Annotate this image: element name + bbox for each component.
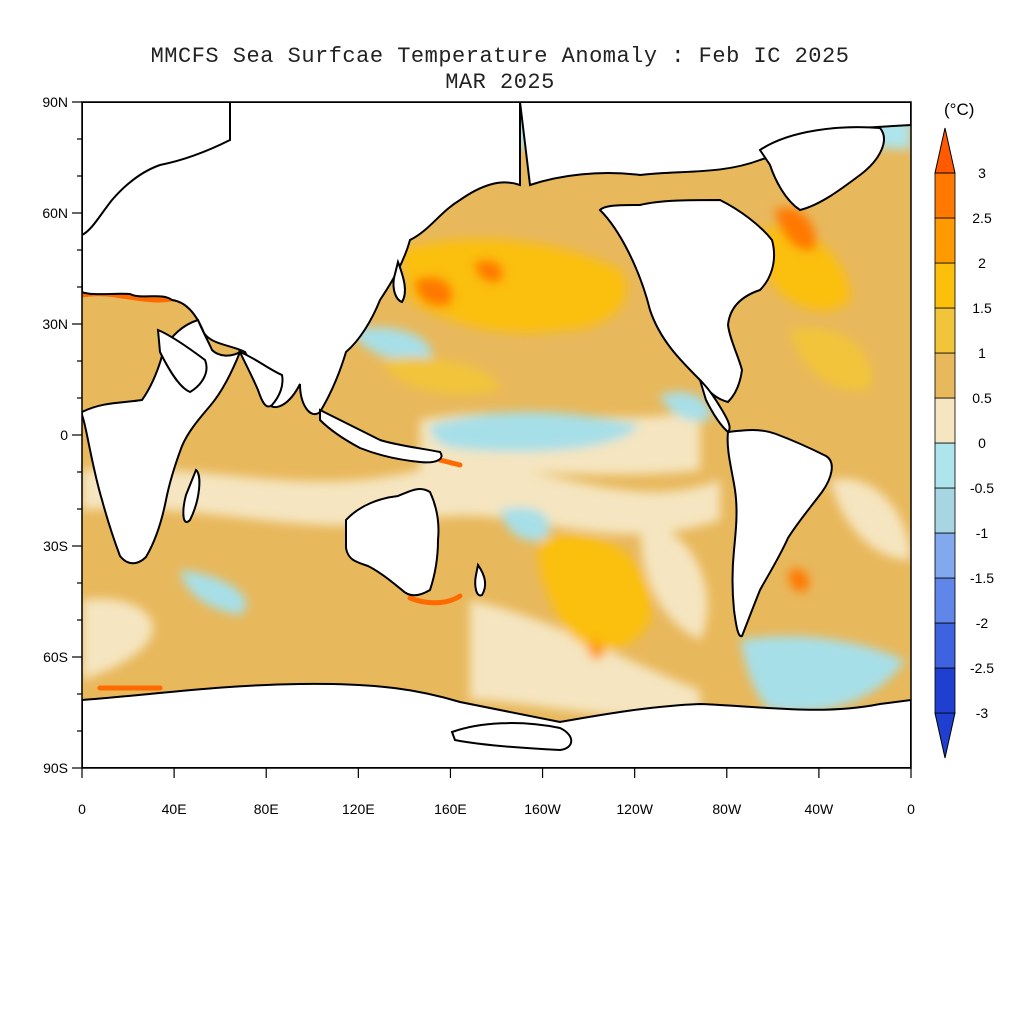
anomaly-patch-warm [790, 328, 872, 391]
europe-scandinavia [82, 102, 231, 237]
colorbar-label: -1 [976, 525, 989, 541]
colorbar-label: 0 [978, 435, 986, 451]
lat-tick-label: 0 [60, 427, 68, 443]
lon-tick-label: 0 [907, 801, 915, 817]
landmass-layer [82, 102, 911, 768]
south-america-landmass [726, 429, 833, 638]
japan [392, 258, 406, 304]
colorbar-label: 3 [978, 165, 986, 181]
colorbar-swatch [934, 262, 956, 309]
colorbar-label: -2 [976, 615, 989, 631]
map-title: MMCFS Sea Surfcae Temperature Anomaly : … [150, 44, 850, 69]
colorbar-label: 1 [978, 345, 986, 361]
lat-tick-label: 30N [42, 316, 68, 332]
anomaly-patch-warm [760, 228, 850, 311]
southeast-asia-islands [319, 408, 443, 464]
colorbar-swatch [934, 577, 956, 624]
colorbar-label: -3 [976, 705, 989, 721]
ross-ice-shelf [450, 722, 573, 752]
lon-tick-label: 40E [162, 801, 187, 817]
lon-tick-label: 0 [78, 801, 86, 817]
colorbar-swatch [934, 352, 956, 399]
colorbar: -3 -2.5 -2 -1.5 -1 -0.5 0 0.5 1 1.5 2 2.5 3 [934, 127, 994, 759]
anomaly-patch-hot [775, 207, 816, 251]
anomaly-patch-warm [538, 534, 652, 650]
colorbar-swatch [934, 532, 956, 579]
anomaly-patch-hot [788, 569, 810, 592]
colorbar-label: 2.5 [972, 210, 992, 226]
colorbar-label: -2.5 [970, 660, 994, 676]
anomaly-patch-neutral [640, 520, 708, 640]
colorbar-label: -0.5 [970, 480, 994, 496]
lon-tick-label: 120E [342, 801, 375, 817]
australia-landmass [345, 488, 440, 597]
lon-axis-labels: 0 40E 80E 120E 160E 160W 120W 80W 40W 0 [78, 801, 915, 817]
lon-tick-label: 120W [616, 801, 653, 817]
colorbar-swatch [934, 442, 956, 489]
colorbar-swatch [934, 217, 956, 264]
anomaly-patch-cool [660, 391, 711, 422]
axis-ticks [72, 101, 912, 778]
lat-tick-label: 60N [42, 205, 68, 221]
lat-tick-label: 30S [43, 538, 68, 554]
central-america [699, 379, 731, 434]
map-subtitle: MAR 2025 [445, 70, 555, 95]
anomaly-patch-cool [180, 570, 247, 615]
new-zealand [474, 562, 487, 597]
colorbar-swatch [934, 307, 956, 354]
anomaly-patch-warm [380, 357, 500, 395]
anomaly-patch-cool [740, 636, 905, 713]
anomaly-patch-neutral [830, 478, 911, 560]
colorbar-label: 2 [978, 255, 986, 271]
anomaly-patch-cool [500, 507, 550, 541]
colorbar-swatch [934, 487, 956, 534]
lon-tick-label: 80E [254, 801, 279, 817]
coastal-warm-fringe [407, 593, 463, 606]
coastal-warm-fringe [437, 457, 463, 468]
colorbar-label: 0.5 [972, 390, 992, 406]
greenland [758, 126, 885, 212]
colorbar-over-triangle [934, 127, 956, 174]
eurasia-landmass [82, 102, 521, 415]
lat-tick-label: 60S [43, 649, 68, 665]
madagascar [182, 468, 201, 523]
lon-tick-label: 40W [804, 801, 834, 817]
colorbar-swatch [934, 622, 956, 669]
anomaly-patch-hot [587, 639, 605, 660]
lat-axis-labels: 90N 60N 30N 0 30S 60S 90S [42, 94, 68, 776]
anomaly-patch-neutral [470, 600, 700, 720]
colorbar-label: -1.5 [970, 570, 994, 586]
colorbar-label: 1.5 [972, 300, 992, 316]
lon-tick-label: 160W [524, 801, 561, 817]
lon-tick-label: 80W [712, 801, 742, 817]
anomaly-patch-neutral [82, 598, 153, 680]
anomaly-patch-warm [400, 239, 627, 333]
colorbar-swatch [934, 172, 956, 219]
colorbar-unit: (°C) [944, 100, 975, 119]
anomaly-patch-cool [350, 327, 432, 362]
anomaly-patch-cool [430, 411, 640, 452]
india-subcontinent [238, 350, 284, 408]
lat-tick-label: 90N [42, 94, 68, 110]
colorbar-under-triangle [934, 712, 956, 759]
lon-tick-label: 160E [434, 801, 467, 817]
anomaly-patch-hot [474, 260, 504, 283]
anomaly-patch-hot [415, 276, 453, 307]
colorbar-swatch [934, 667, 956, 714]
lat-tick-label: 90S [43, 760, 68, 776]
arabian-peninsula [156, 328, 208, 394]
colorbar-swatch [934, 397, 956, 444]
